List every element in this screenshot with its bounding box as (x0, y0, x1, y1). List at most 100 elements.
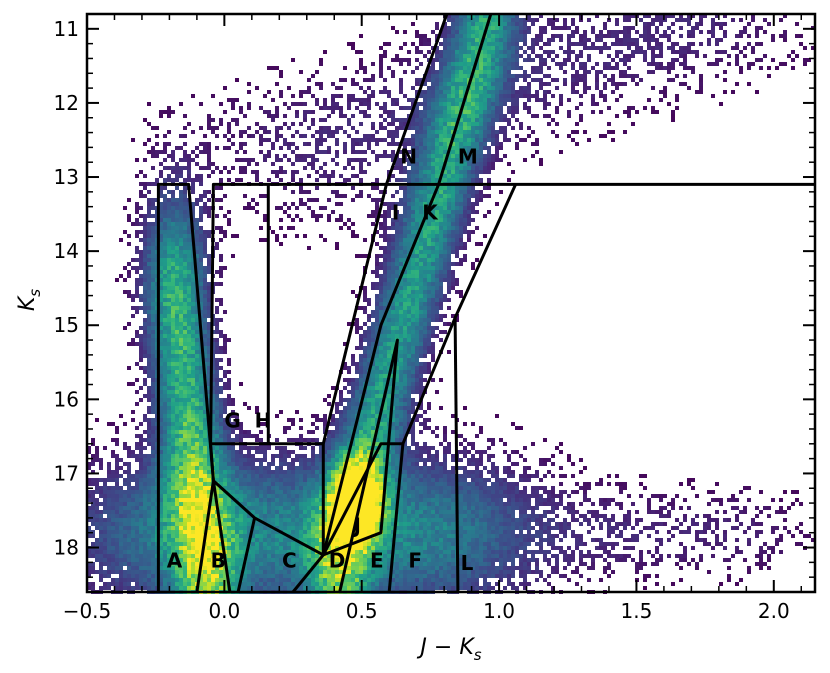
heatmap-cell (699, 14, 703, 18)
heatmap-cell (139, 354, 143, 358)
heatmap-cell (255, 174, 259, 178)
heatmap-cell (363, 306, 367, 310)
heatmap-cell (171, 258, 175, 262)
heatmap-cell (259, 142, 263, 146)
heatmap-cell (335, 202, 339, 206)
heatmap-cell (167, 258, 171, 262)
heatmap-cell (435, 138, 439, 142)
heatmap-cell (431, 230, 435, 234)
heatmap-cell (463, 150, 467, 154)
heatmap-cell (411, 334, 415, 338)
heatmap-cell (531, 154, 535, 158)
heatmap-cell (379, 106, 383, 110)
heatmap-cell (583, 70, 587, 74)
heatmap-cell (531, 50, 535, 54)
heatmap-cell (475, 66, 479, 70)
heatmap-cell (359, 190, 363, 194)
heatmap-cell (455, 222, 459, 226)
heatmap-cell (379, 310, 383, 314)
heatmap-cell (255, 406, 259, 410)
heatmap-cell (403, 298, 407, 302)
heatmap-cell (315, 218, 319, 222)
heatmap-cell (463, 102, 467, 106)
heatmap-cell (183, 302, 187, 306)
heatmap-cell (187, 302, 191, 306)
heatmap-cell (419, 394, 423, 398)
heatmap-cell (387, 290, 391, 294)
heatmap-cell (375, 154, 379, 158)
heatmap-cell (739, 18, 743, 22)
heatmap-cell (175, 290, 179, 294)
heatmap-cell (583, 46, 587, 50)
heatmap-cell (443, 202, 447, 206)
heatmap-cell (163, 198, 167, 202)
heatmap-cell (423, 178, 427, 182)
heatmap-cell (119, 414, 123, 418)
heatmap-cell (435, 74, 439, 78)
heatmap-cell (243, 158, 247, 162)
heatmap-cell (143, 338, 147, 342)
heatmap-cell (363, 394, 367, 398)
heatmap-cell (563, 62, 567, 66)
heatmap-cell (375, 262, 379, 266)
heatmap-cell (663, 34, 667, 38)
heatmap-cell (451, 102, 455, 106)
heatmap-cell (475, 150, 479, 154)
heatmap-cell (431, 242, 435, 246)
heatmap-cell (175, 394, 179, 398)
heatmap-cell (199, 174, 203, 178)
heatmap-cell (711, 22, 715, 26)
heatmap-cell (415, 418, 419, 422)
heatmap-cell (463, 202, 467, 206)
heatmap-cell (167, 406, 171, 410)
heatmap-cell (463, 106, 467, 110)
heatmap-cell (315, 426, 319, 430)
heatmap-cell (643, 38, 647, 42)
heatmap-cell (515, 30, 519, 34)
heatmap-cell (387, 206, 391, 210)
heatmap-cell (439, 166, 443, 170)
heatmap-cell (435, 82, 439, 86)
heatmap-cell (371, 214, 375, 218)
heatmap-cell (383, 150, 387, 154)
heatmap-cell (223, 374, 227, 378)
heatmap-cell (403, 178, 407, 182)
heatmap-cell (399, 250, 403, 254)
heatmap-cell (163, 278, 167, 282)
heatmap-cell (603, 86, 607, 90)
heatmap-cell (511, 30, 515, 34)
heatmap-cell (191, 302, 195, 306)
heatmap-cell (631, 38, 635, 42)
heatmap-cell (399, 306, 403, 310)
heatmap-cell (451, 230, 455, 234)
heatmap-cell (363, 346, 367, 350)
heatmap-cell (743, 46, 747, 50)
heatmap-cell (147, 222, 151, 226)
heatmap-cell (367, 426, 371, 430)
heatmap-cell (387, 202, 391, 206)
heatmap-cell (519, 38, 523, 42)
heatmap-cell (435, 314, 439, 318)
heatmap-cell (411, 430, 415, 434)
heatmap-cell (291, 218, 295, 222)
heatmap-cell (215, 430, 219, 434)
heatmap-cell (411, 230, 415, 234)
heatmap-cell (183, 386, 187, 390)
heatmap-cell (379, 122, 383, 126)
heatmap-cell (547, 18, 551, 22)
heatmap-cell (275, 82, 279, 86)
heatmap-cell (523, 94, 527, 98)
heatmap-cell (463, 66, 467, 70)
heatmap-cell (483, 114, 487, 118)
heatmap-cell (423, 206, 427, 210)
heatmap-cell (455, 234, 459, 238)
heatmap-cell (179, 386, 183, 390)
heatmap-cell (499, 82, 503, 86)
heatmap-cell (359, 58, 363, 62)
heatmap-cell (443, 66, 447, 70)
heatmap-cell (475, 202, 479, 206)
heatmap-cell (399, 322, 403, 326)
heatmap-cell (427, 310, 431, 314)
heatmap-cell (451, 158, 455, 162)
heatmap-cell (335, 162, 339, 166)
